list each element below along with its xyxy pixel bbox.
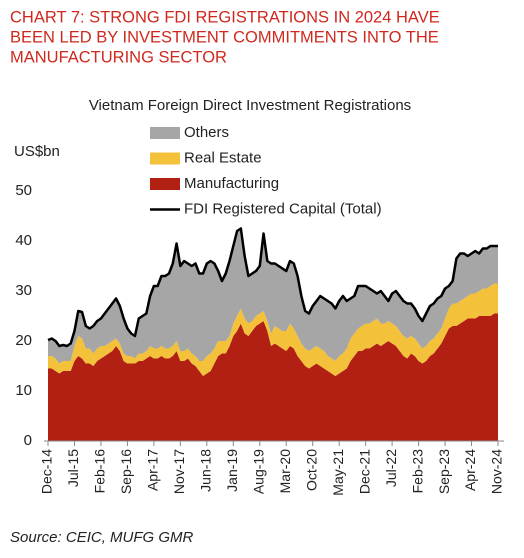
x-tick-label: Nov-17 — [171, 449, 187, 494]
y-tick-label: 40 — [15, 232, 32, 249]
x-tick-label: Oct-20 — [303, 449, 319, 491]
y-axis-label: US$bn — [14, 143, 60, 160]
x-tick-label: Feb-16 — [92, 449, 108, 494]
legend-label: FDI Registered Capital (Total) — [184, 200, 382, 217]
chart-title: BEEN LED BY INVESTMENT COMMITMENTS INTO … — [10, 28, 439, 46]
legend-swatch — [150, 152, 180, 165]
chart-subtitle: Vietnam Foreign Direct Investment Regist… — [89, 97, 411, 114]
y-tick-label: 0 — [24, 432, 32, 449]
area — [48, 313, 498, 441]
line — [47, 227, 498, 348]
x-tick-label: Nov-24 — [489, 449, 505, 494]
y-tick-label: 10 — [15, 382, 32, 399]
x-tick-label: Feb-23 — [409, 449, 425, 494]
y-tick-label: 30 — [15, 282, 32, 299]
x-tick-label: Dec-14 — [39, 449, 55, 494]
x-tick-label: Aug-19 — [250, 449, 266, 494]
x-tick-label: May-21 — [330, 449, 346, 496]
area — [48, 228, 498, 364]
x-tick-label: Mar-20 — [277, 449, 293, 494]
legend-label: Real Estate — [184, 149, 262, 166]
legend-swatch — [150, 127, 180, 139]
x-tick-label: Sep-16 — [118, 449, 134, 494]
chart-title: CHART 7: STRONG FDI REGISTRATIONS IN 202… — [10, 8, 440, 26]
legend-label: Manufacturing — [184, 175, 279, 192]
x-tick-label: Apr-24 — [462, 449, 478, 491]
x-tick-label: Jun-18 — [198, 449, 214, 492]
x-tick-label: Apr-17 — [145, 449, 161, 491]
x-tick-label: Sep-23 — [436, 449, 452, 494]
chart-title: MANUFACTURING SECTOR — [10, 48, 227, 66]
x-tick-label: Dec-21 — [356, 449, 372, 494]
x-tick-label: Jan-19 — [224, 449, 240, 492]
legend-swatch — [150, 178, 180, 190]
x-tick-label: Jul-22 — [383, 449, 399, 487]
x-tick-label: Jul-15 — [65, 449, 81, 487]
legend-label: Others — [184, 124, 229, 141]
y-tick-label: 50 — [15, 182, 32, 199]
y-tick-label: 20 — [15, 332, 32, 349]
source: Source: CEIC, MUFG GMR — [10, 529, 194, 546]
